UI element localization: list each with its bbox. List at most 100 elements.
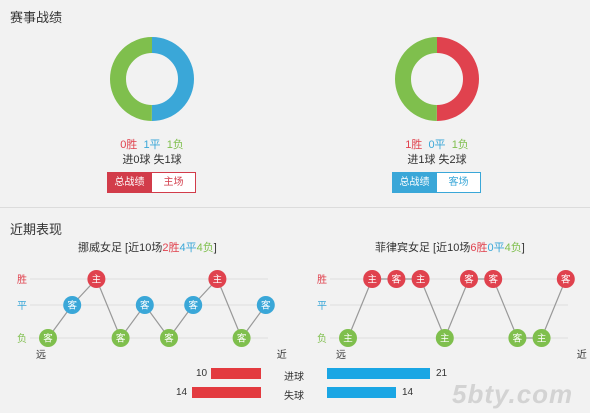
right-record-summary: 1胜 0平 1负 进1球 失2球	[337, 138, 537, 168]
left-tab-home[interactable]: 主场	[152, 172, 196, 193]
right-match-venue-label: 主	[367, 274, 377, 286]
right-donut-loss-slice	[395, 37, 479, 121]
left-goals-summary: 进0球 失1球	[122, 154, 182, 166]
left-match-venue-label: 客	[43, 333, 53, 345]
left-donut-loss-slice	[110, 37, 194, 121]
right-match-venue-label: 客	[488, 274, 498, 286]
right-recent-prefix: [近10场	[430, 242, 471, 254]
right-loss-count: 1负	[451, 139, 469, 151]
left-match-venue-label: 客	[140, 300, 150, 312]
left-match-venue-label: 主	[92, 274, 102, 286]
left-match-point[interactable]: 客	[184, 296, 203, 314]
left-match-venue-label: 客	[67, 300, 77, 312]
right-match-point[interactable]: 客	[556, 270, 575, 288]
right-match-point[interactable]: 主	[363, 270, 382, 288]
right-axis-label-win: 胜	[317, 274, 327, 286]
scored-label: 进球	[284, 372, 304, 383]
right-form-line	[347, 278, 567, 340]
left-recent-draws: 4平	[179, 242, 197, 254]
right-tab-away[interactable]: 客场	[437, 172, 481, 193]
right-scored-value: 21	[436, 368, 448, 379]
right-conceded-bar	[327, 387, 396, 398]
right-match-venue-label: 主	[537, 333, 547, 345]
left-match-point[interactable]: 主	[87, 270, 106, 288]
right-match-point[interactable]: 主	[532, 329, 551, 347]
left-match-venue-label: 客	[188, 300, 198, 312]
right-match-venue-label: 主	[440, 333, 450, 345]
left-match-point[interactable]: 主	[208, 270, 227, 288]
right-form-chart: 胜平负 主主客主主客 客客 主客远近	[317, 270, 587, 361]
left-axis-label-draw: 平	[17, 301, 27, 312]
right-tab-overall[interactable]: 总战绩	[392, 172, 437, 193]
right-match-venue-label: 客	[561, 274, 571, 286]
right-match-venue-label: 客	[513, 333, 523, 345]
right-recent-suffix: ]	[521, 242, 525, 254]
conceded-label: 失球	[284, 391, 304, 402]
right-match-point[interactable]: 客	[484, 270, 503, 288]
left-loss-count: 1负	[166, 139, 184, 151]
right-axis-label-loss: 负	[317, 332, 327, 345]
left-match-point[interactable]: 客	[256, 296, 275, 314]
left-axis-label-win: 胜	[17, 274, 27, 286]
left-match-venue-label: 客	[116, 333, 126, 345]
right-conceded-value: 14	[402, 387, 414, 398]
left-conceded-bar	[192, 387, 261, 398]
left-match-point[interactable]: 客	[135, 296, 154, 314]
right-recent-losses: 4负	[504, 242, 522, 254]
section-divider	[0, 207, 590, 208]
right-recent-title: 菲律宾女足 [近10场6胜0平4负]	[375, 239, 525, 255]
left-tab-overall[interactable]: 总战绩	[107, 172, 152, 193]
right-team-name: 菲律宾女足	[375, 242, 430, 254]
left-match-venue-label: 客	[237, 333, 247, 345]
left-record-tabs: 总战绩 主场	[107, 172, 196, 193]
left-record-summary: 0胜 1平 1负 进0球 失1球	[52, 138, 252, 168]
watermark: 5bty.com	[452, 379, 574, 409]
left-match-venue-label: 主	[213, 274, 223, 286]
left-axis-far-label: 远	[36, 349, 46, 361]
left-win-count: 0胜	[120, 139, 138, 151]
right-match-point[interactable]: 客	[508, 329, 527, 347]
left-form-chart: 胜平负 客客主客客客客主客客远近	[17, 270, 287, 361]
right-scored-bar	[327, 368, 430, 379]
left-recent-prefix: [近10场	[122, 242, 163, 254]
right-win-count: 1胜	[405, 139, 423, 151]
right-match-point[interactable]: 主	[411, 270, 430, 288]
left-recent-losses: 4负	[196, 242, 214, 254]
right-match-venue-label: 主	[416, 274, 426, 286]
left-match-venue-label: 客	[261, 300, 271, 312]
left-match-point[interactable]: 客	[160, 329, 178, 347]
right-match-venue-label: 客	[392, 274, 402, 286]
right-recent-wins: 6胜	[470, 242, 488, 254]
left-recent-wins: 2胜	[162, 242, 180, 254]
left-axis-near-label: 近	[277, 348, 287, 361]
left-conceded-value: 14	[176, 387, 188, 398]
right-match-venue-label: 客	[464, 274, 474, 286]
left-team-name: 挪威女足	[78, 242, 122, 254]
left-scored-bar	[211, 368, 261, 379]
right-axis-far-label: 远	[336, 349, 346, 361]
right-recent-draws: 0平	[487, 242, 505, 254]
right-axis-label-draw: 平	[317, 301, 327, 312]
right-match-point[interactable]: 主	[435, 329, 454, 347]
left-draw-count: 1平	[143, 139, 161, 151]
right-match-point[interactable]: 客	[387, 270, 406, 288]
right-record-tabs: 总战绩 客场	[392, 172, 481, 193]
left-recent-title: 挪威女足 [近10场2胜4平4负]	[78, 239, 217, 255]
right-axis-near-label: 近	[577, 348, 587, 361]
record-section-title: 赛事战绩	[10, 10, 63, 25]
left-match-venue-label: 客	[164, 333, 174, 345]
right-draw-count: 0平	[428, 139, 446, 151]
left-match-point[interactable]: 客	[39, 329, 57, 347]
right-match-point[interactable]: 主	[339, 329, 357, 347]
right-match-point[interactable]: 客	[460, 270, 478, 288]
left-match-point[interactable]: 客	[63, 296, 82, 314]
right-record-donut	[395, 37, 479, 121]
recent-section-title: 近期表现	[10, 222, 63, 237]
left-match-point[interactable]: 客	[111, 329, 130, 347]
left-axis-label-loss: 负	[17, 332, 27, 345]
left-scored-value: 10	[196, 368, 208, 379]
left-match-point[interactable]: 客	[232, 329, 251, 347]
right-goals-summary: 进1球 失2球	[407, 154, 467, 166]
left-form-line	[47, 277, 267, 340]
left-record-donut	[110, 37, 194, 121]
